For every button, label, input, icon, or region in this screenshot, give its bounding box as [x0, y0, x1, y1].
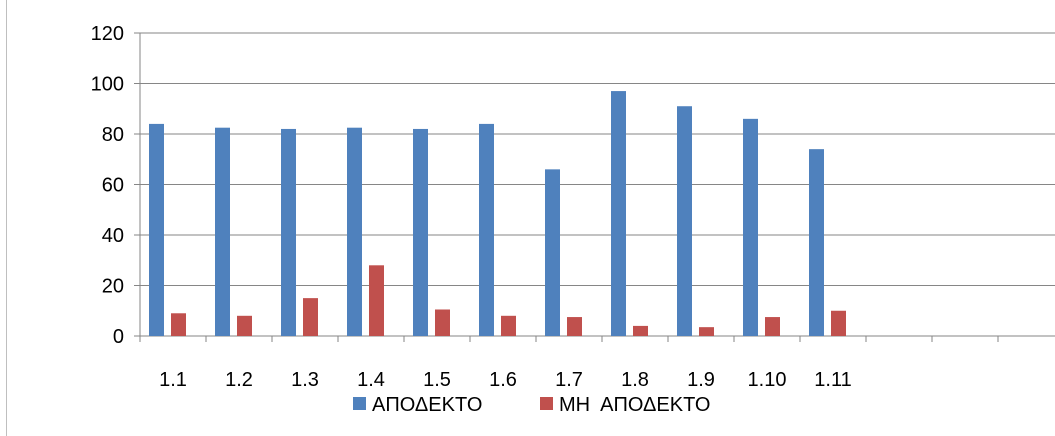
y-tick-label: 0	[113, 326, 124, 348]
bar-apodekto-1.4	[347, 127, 362, 336]
bar-mi-apodekto-1.6	[501, 315, 516, 336]
legend-label: ΑΠΟΔΕΚΤΟ	[372, 394, 482, 416]
bar-apodekto-1.7	[545, 169, 560, 336]
x-tick-label: 1.9	[687, 369, 715, 391]
y-tick-label: 60	[102, 175, 124, 197]
chart-frame	[6, 0, 1055, 436]
x-tick-label: 1.11	[814, 369, 851, 391]
legend-swatch	[540, 397, 553, 410]
x-tick-label: 1.6	[489, 369, 517, 391]
bar-mi-apodekto-1.3	[303, 298, 318, 336]
bar-apodekto-1.5	[413, 128, 428, 336]
x-tick-label: 1.4	[357, 369, 385, 391]
bar-mi-apodekto-1.10	[765, 317, 780, 336]
x-tick-label: 1.8	[621, 369, 649, 391]
bar-mi-apodekto-1.5	[435, 309, 450, 336]
bar-mi-apodekto-1.4	[369, 265, 384, 336]
y-tick-label: 120	[91, 23, 124, 45]
bar-mi-apodekto-1.7	[567, 317, 582, 336]
y-tick-label: 20	[102, 276, 124, 298]
bar-mi-apodekto-1.9	[699, 327, 714, 336]
bar-apodekto-1.11	[809, 149, 824, 336]
bar-apodekto-1.9	[677, 106, 692, 336]
bar-mi-apodekto-1.11	[831, 310, 846, 336]
bar-apodekto-1.6	[479, 123, 494, 337]
bar-apodekto-1.3	[281, 128, 296, 336]
bar-mi-apodekto-1.1	[171, 313, 186, 336]
y-tick-label: 40	[102, 225, 124, 247]
bar-mi-apodekto-1.8	[633, 325, 648, 336]
x-tick-label: 1.2	[225, 369, 253, 391]
bar-mi-apodekto-1.2	[237, 315, 252, 336]
bar-apodekto-1.1	[149, 123, 164, 337]
x-tick-label: 1.7	[555, 369, 583, 391]
legend-label: ΜΗ ΑΠΟΔΕΚΤΟ	[559, 394, 710, 416]
x-tick-label: 1.3	[291, 369, 319, 391]
bar-apodekto-1.8	[611, 91, 626, 336]
x-tick-label: 1.1	[159, 369, 187, 391]
bar-apodekto-1.2	[215, 127, 230, 336]
bar-apodekto-1.10	[743, 118, 758, 336]
y-tick-label: 100	[91, 74, 124, 96]
y-tick-label: 80	[102, 124, 124, 146]
x-tick-label: 1.5	[423, 369, 451, 391]
legend-swatch	[353, 397, 366, 410]
x-tick-label: 1.10	[748, 369, 787, 391]
